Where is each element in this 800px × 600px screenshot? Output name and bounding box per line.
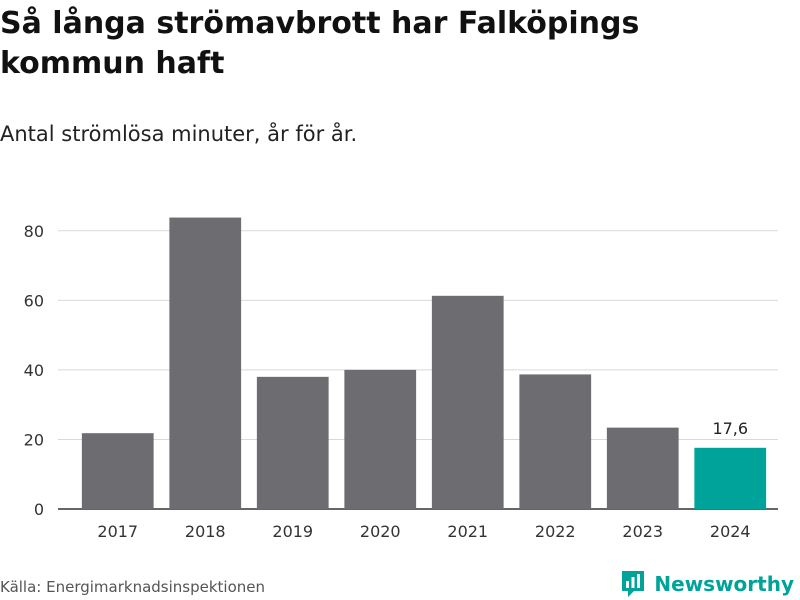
bar [256,376,329,509]
brand-name: Newsworthy [654,572,794,596]
source-note: Källa: Energimarknadsinspektionen [0,578,266,596]
chart-subtitle: Antal strömlösa minuter, år för år. [0,122,358,146]
bar [519,374,592,509]
bar [431,295,504,509]
x-tick-label: 2020 [360,522,401,541]
x-tick-label: 2017 [97,522,138,541]
bar [344,369,417,509]
bar [169,217,242,509]
x-tick-label: 2022 [535,522,576,541]
x-tick-label: 2021 [447,522,488,541]
bar [606,427,679,509]
labels: 0 20 40 60 80 2017 2018 2019 2020 2021 2022 2023 202… [24,222,751,541]
x-tick-label: 2024 [710,522,751,541]
y-tick-label: 0 [34,500,44,519]
y-tick-label: 60 [24,291,44,310]
data-label: 17,6 [712,419,748,438]
bar [694,447,767,509]
bar [81,433,154,509]
x-tick-label: 2023 [622,522,663,541]
x-tick-label: 2018 [185,522,226,541]
y-tick-label: 20 [24,430,44,449]
y-tick-label: 80 [24,222,44,241]
bars [81,217,767,509]
y-tick-label: 40 [24,361,44,380]
newsworthy-logo-icon [622,571,645,597]
chart-title: Så långa strömavbrott har Falköpings kom… [0,6,640,81]
brand-logo: Newsworthy [620,569,794,599]
x-tick-label: 2019 [272,522,313,541]
